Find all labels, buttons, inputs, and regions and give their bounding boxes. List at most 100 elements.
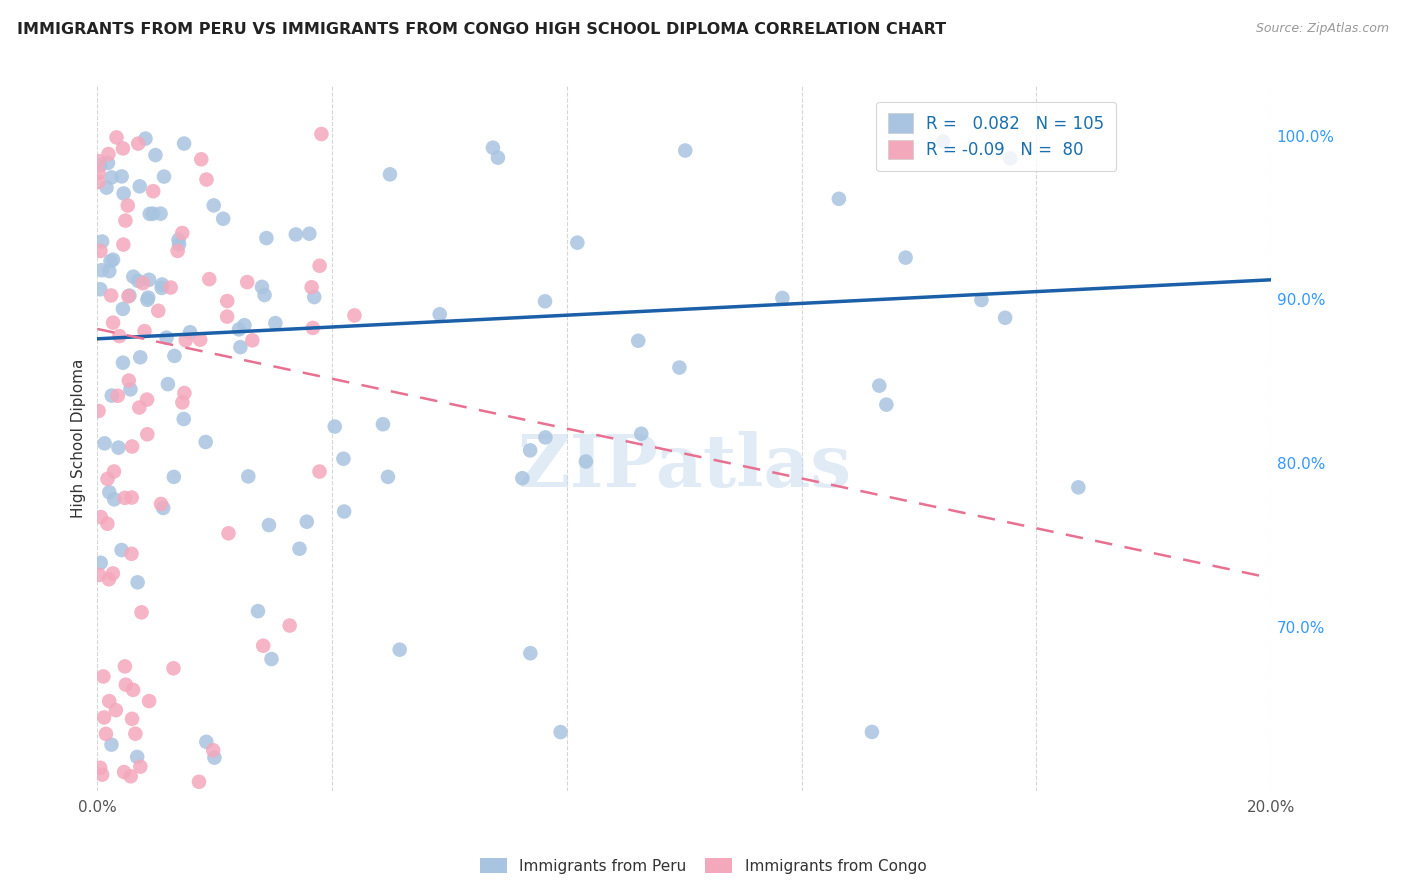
Point — [198, 272, 221, 286]
Point — [167, 233, 190, 247]
Point — [122, 269, 145, 284]
Point — [90, 556, 112, 570]
Point — [89, 568, 111, 582]
Point — [153, 169, 176, 184]
Point — [87, 404, 110, 418]
Point — [128, 179, 150, 194]
Point — [860, 725, 883, 739]
Point — [195, 735, 218, 749]
Point — [298, 227, 321, 241]
Point — [162, 661, 184, 675]
Point — [190, 153, 212, 167]
Point — [673, 144, 696, 158]
Point — [93, 436, 115, 450]
Point — [89, 158, 111, 172]
Point — [302, 290, 325, 304]
Point — [217, 310, 239, 324]
Point — [132, 276, 155, 290]
Point — [1000, 152, 1022, 166]
Point — [519, 443, 541, 458]
Point — [150, 497, 173, 511]
Point — [121, 440, 143, 454]
Point — [194, 434, 217, 449]
Point — [152, 500, 174, 515]
Point — [567, 235, 589, 250]
Point — [117, 289, 139, 303]
Point — [482, 141, 505, 155]
Point — [103, 492, 125, 507]
Point — [138, 694, 160, 708]
Point — [253, 288, 276, 302]
Point — [124, 727, 146, 741]
Point — [188, 774, 211, 789]
Point — [308, 259, 330, 273]
Point — [114, 491, 136, 505]
Point — [311, 127, 333, 141]
Point — [129, 351, 152, 365]
Point — [173, 412, 195, 426]
Point — [96, 516, 118, 531]
Point — [994, 310, 1017, 325]
Point — [98, 694, 121, 708]
Point — [550, 725, 572, 739]
Point — [173, 386, 195, 401]
Point — [236, 275, 259, 289]
Point — [111, 141, 134, 155]
Point — [970, 293, 993, 307]
Point — [229, 340, 252, 354]
Legend: Immigrants from Peru, Immigrants from Congo: Immigrants from Peru, Immigrants from Co… — [474, 852, 932, 880]
Point — [87, 154, 110, 169]
Point — [429, 307, 451, 321]
Point — [90, 510, 112, 524]
Point — [202, 198, 225, 212]
Point — [118, 288, 141, 302]
Point — [96, 180, 118, 194]
Legend: R =   0.082   N = 105, R = -0.09   N =  80: R = 0.082 N = 105, R = -0.09 N = 80 — [876, 102, 1116, 171]
Point — [114, 678, 136, 692]
Point — [240, 334, 263, 348]
Point — [136, 291, 159, 305]
Point — [89, 244, 111, 258]
Point — [630, 426, 652, 441]
Point — [120, 769, 142, 783]
Point — [117, 198, 139, 212]
Point — [264, 316, 287, 330]
Point — [142, 206, 165, 220]
Point — [188, 333, 211, 347]
Point — [101, 566, 124, 581]
Point — [100, 388, 122, 402]
Point — [136, 293, 159, 307]
Point — [121, 712, 143, 726]
Point — [127, 575, 149, 590]
Point — [98, 264, 121, 278]
Point — [150, 277, 173, 292]
Point — [228, 322, 250, 336]
Point — [333, 504, 356, 518]
Point — [107, 441, 129, 455]
Point — [770, 291, 793, 305]
Point — [107, 389, 129, 403]
Point — [108, 329, 131, 343]
Point — [100, 288, 122, 302]
Point — [288, 541, 311, 556]
Point — [343, 309, 366, 323]
Point — [122, 682, 145, 697]
Point — [486, 151, 509, 165]
Point — [112, 237, 135, 252]
Point — [149, 207, 172, 221]
Point — [87, 175, 110, 189]
Point — [134, 131, 156, 145]
Point — [91, 767, 114, 781]
Point — [150, 281, 173, 295]
Point — [155, 331, 177, 345]
Point — [166, 244, 188, 258]
Point — [100, 170, 122, 185]
Point — [202, 743, 225, 757]
Point — [101, 316, 124, 330]
Point — [371, 417, 394, 432]
Text: Source: ZipAtlas.com: Source: ZipAtlas.com — [1256, 22, 1389, 36]
Point — [111, 301, 134, 316]
Point — [179, 325, 201, 339]
Point — [388, 642, 411, 657]
Point — [110, 543, 132, 558]
